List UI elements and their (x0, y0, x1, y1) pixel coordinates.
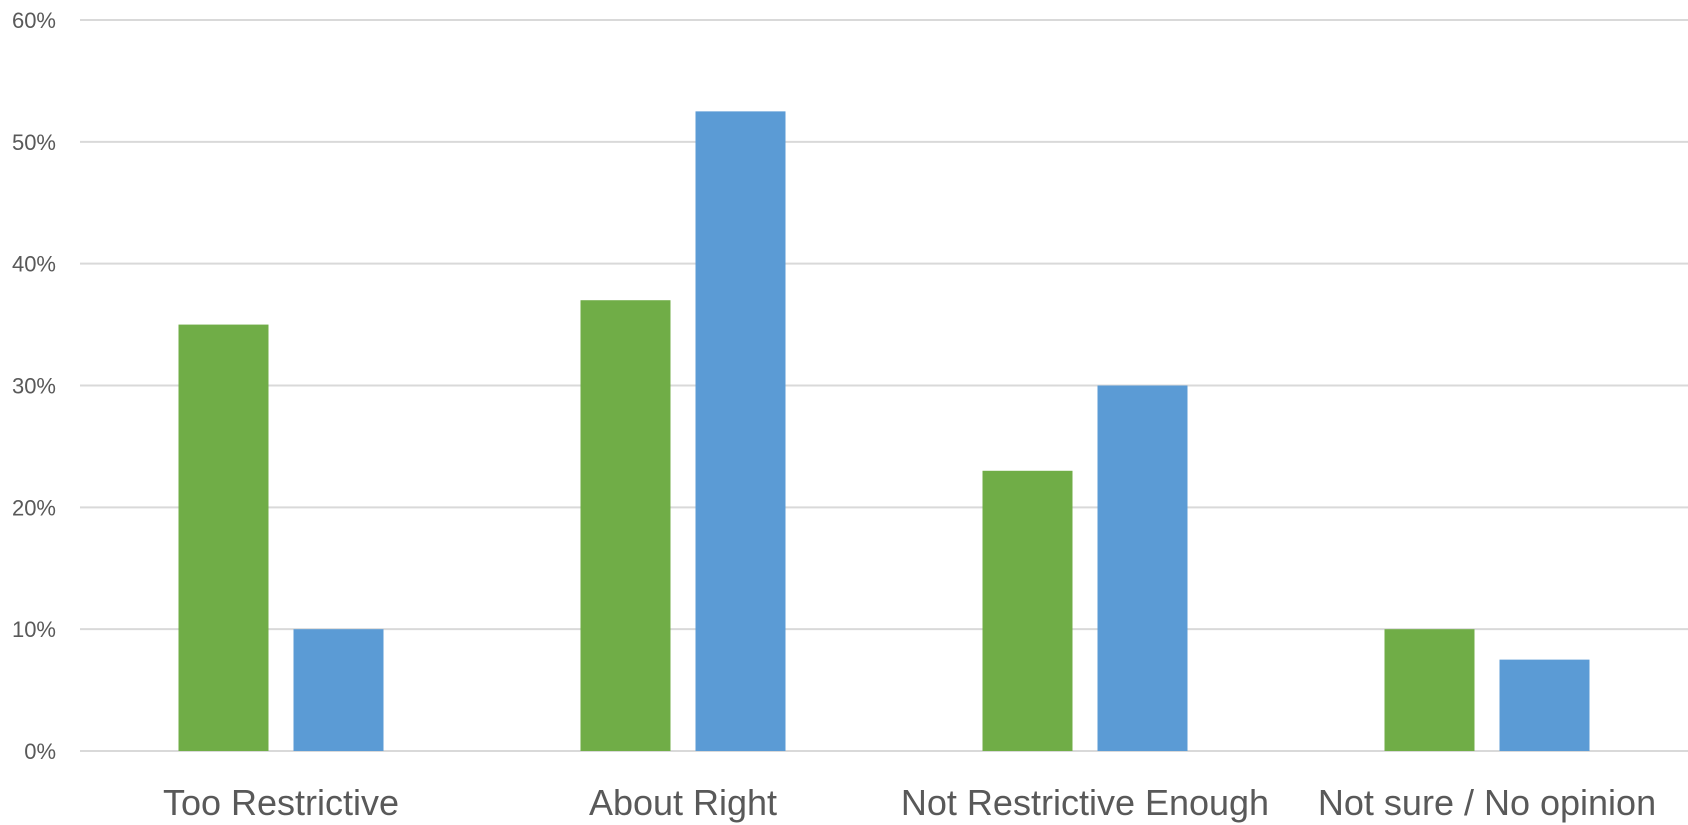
y-tick-label: 30% (12, 374, 56, 399)
y-tick-label: 10% (12, 617, 56, 642)
x-category-label: Too Restrictive (163, 782, 399, 823)
bar-series1-1 (581, 300, 671, 751)
y-tick-label: 40% (12, 252, 56, 277)
bar-series2-1 (696, 111, 786, 751)
y-tick-label: 50% (12, 130, 56, 155)
y-tick-label: 0% (24, 739, 56, 764)
bar-series2-3 (1500, 660, 1590, 751)
bar-series2-2 (1098, 386, 1188, 752)
bar-series1-0 (179, 325, 269, 751)
x-category-label: Not Restrictive Enough (901, 782, 1269, 823)
bar-series1-2 (983, 471, 1073, 751)
x-category-label: Not sure / No opinion (1318, 782, 1656, 823)
x-axis-category-labels: Too Restrictive About Right Not Restrictiv… (163, 782, 1656, 823)
bars (179, 111, 1590, 751)
bar-series2-0 (294, 629, 384, 751)
bar-series1-3 (1385, 629, 1475, 751)
x-category-label: About Right (589, 782, 777, 823)
y-tick-label: 60% (12, 8, 56, 33)
y-axis-tick-labels: 0% 10% 20% 30% 40% 50% 60% (12, 8, 56, 764)
y-tick-label: 20% (12, 495, 56, 520)
